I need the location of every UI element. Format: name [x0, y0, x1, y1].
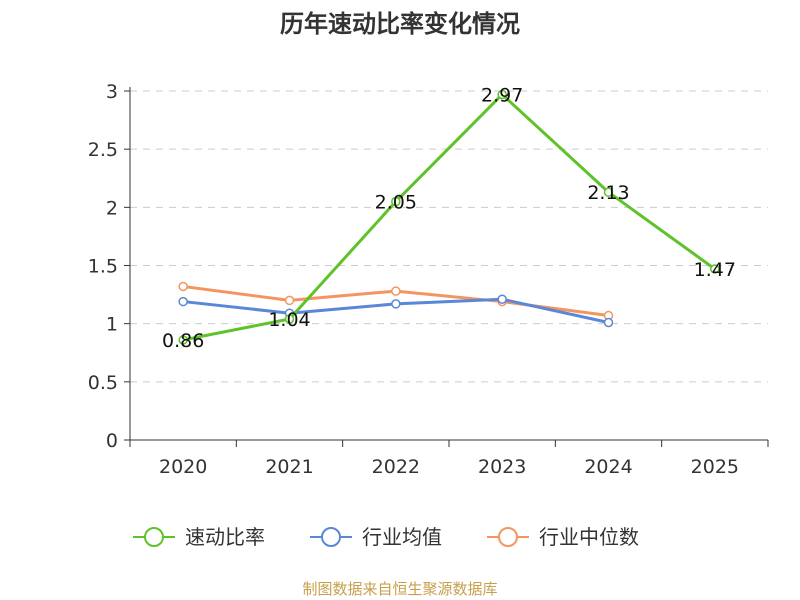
series-point	[497, 89, 507, 100]
legend-label: 速动比率	[185, 525, 265, 549]
y-tick-label: 1	[106, 314, 118, 336]
series-point	[710, 264, 720, 274]
y-tick-label: 2.5	[88, 139, 118, 161]
legend-marker	[498, 527, 518, 547]
y-tick-label: 0.5	[88, 372, 118, 394]
x-tick-label: 2021	[265, 456, 313, 478]
legend-item[interactable]: 速动比率	[133, 525, 265, 549]
series-point	[178, 296, 188, 307]
axes: 0 0.5 1 1.5 2 2.5 3 2020 2021 2022 2023 2024 2025	[88, 81, 769, 478]
legend-marker	[144, 527, 164, 547]
x-tick-label: 2025	[691, 456, 739, 478]
source-note: 制图数据来自恒生聚源数据库	[302, 580, 497, 598]
x-tick-label: 2022	[372, 456, 420, 478]
legend-marker	[321, 527, 341, 547]
data-label: 1.04	[268, 309, 310, 331]
series-point	[603, 187, 614, 197]
legend-item[interactable]: 行业中位数	[487, 525, 639, 549]
legend-label: 行业中位数	[539, 525, 639, 549]
data-label: 2.05	[375, 192, 417, 214]
legend-label: 行业均值	[362, 525, 442, 549]
data-label: 0.86	[162, 330, 204, 352]
data-label: 2.13	[587, 182, 629, 204]
series-point	[603, 317, 614, 328]
x-tick-label: 2020	[159, 456, 207, 478]
series-point	[391, 286, 401, 296]
series-point	[178, 281, 188, 292]
series-point	[497, 294, 507, 304]
series-line	[182, 92, 716, 342]
grid-lines	[130, 90, 768, 383]
x-tick-label: 2023	[478, 456, 526, 478]
y-tick-label: 2	[106, 197, 118, 219]
chart-title: 历年速动比率变化情况	[280, 10, 520, 38]
y-tick-label: 0	[106, 430, 118, 452]
data-labels: 0.86 1.04 2.05 2.97 2.13 1.47	[162, 84, 736, 351]
series-point	[284, 295, 295, 306]
data-label: 2.97	[481, 84, 523, 106]
y-tick-label: 3	[106, 81, 118, 103]
series-point	[391, 299, 401, 309]
y-tick-label: 1.5	[88, 256, 118, 278]
series-point	[284, 314, 295, 324]
legend[interactable]: 速动比率 行业均值 行业中位数	[133, 525, 639, 549]
x-tick-label: 2024	[584, 456, 632, 478]
series-point	[391, 196, 401, 207]
series-group	[178, 89, 720, 345]
legend-item[interactable]: 行业均值	[310, 525, 442, 549]
data-label: 1.47	[694, 259, 736, 281]
series-point	[178, 335, 188, 345]
